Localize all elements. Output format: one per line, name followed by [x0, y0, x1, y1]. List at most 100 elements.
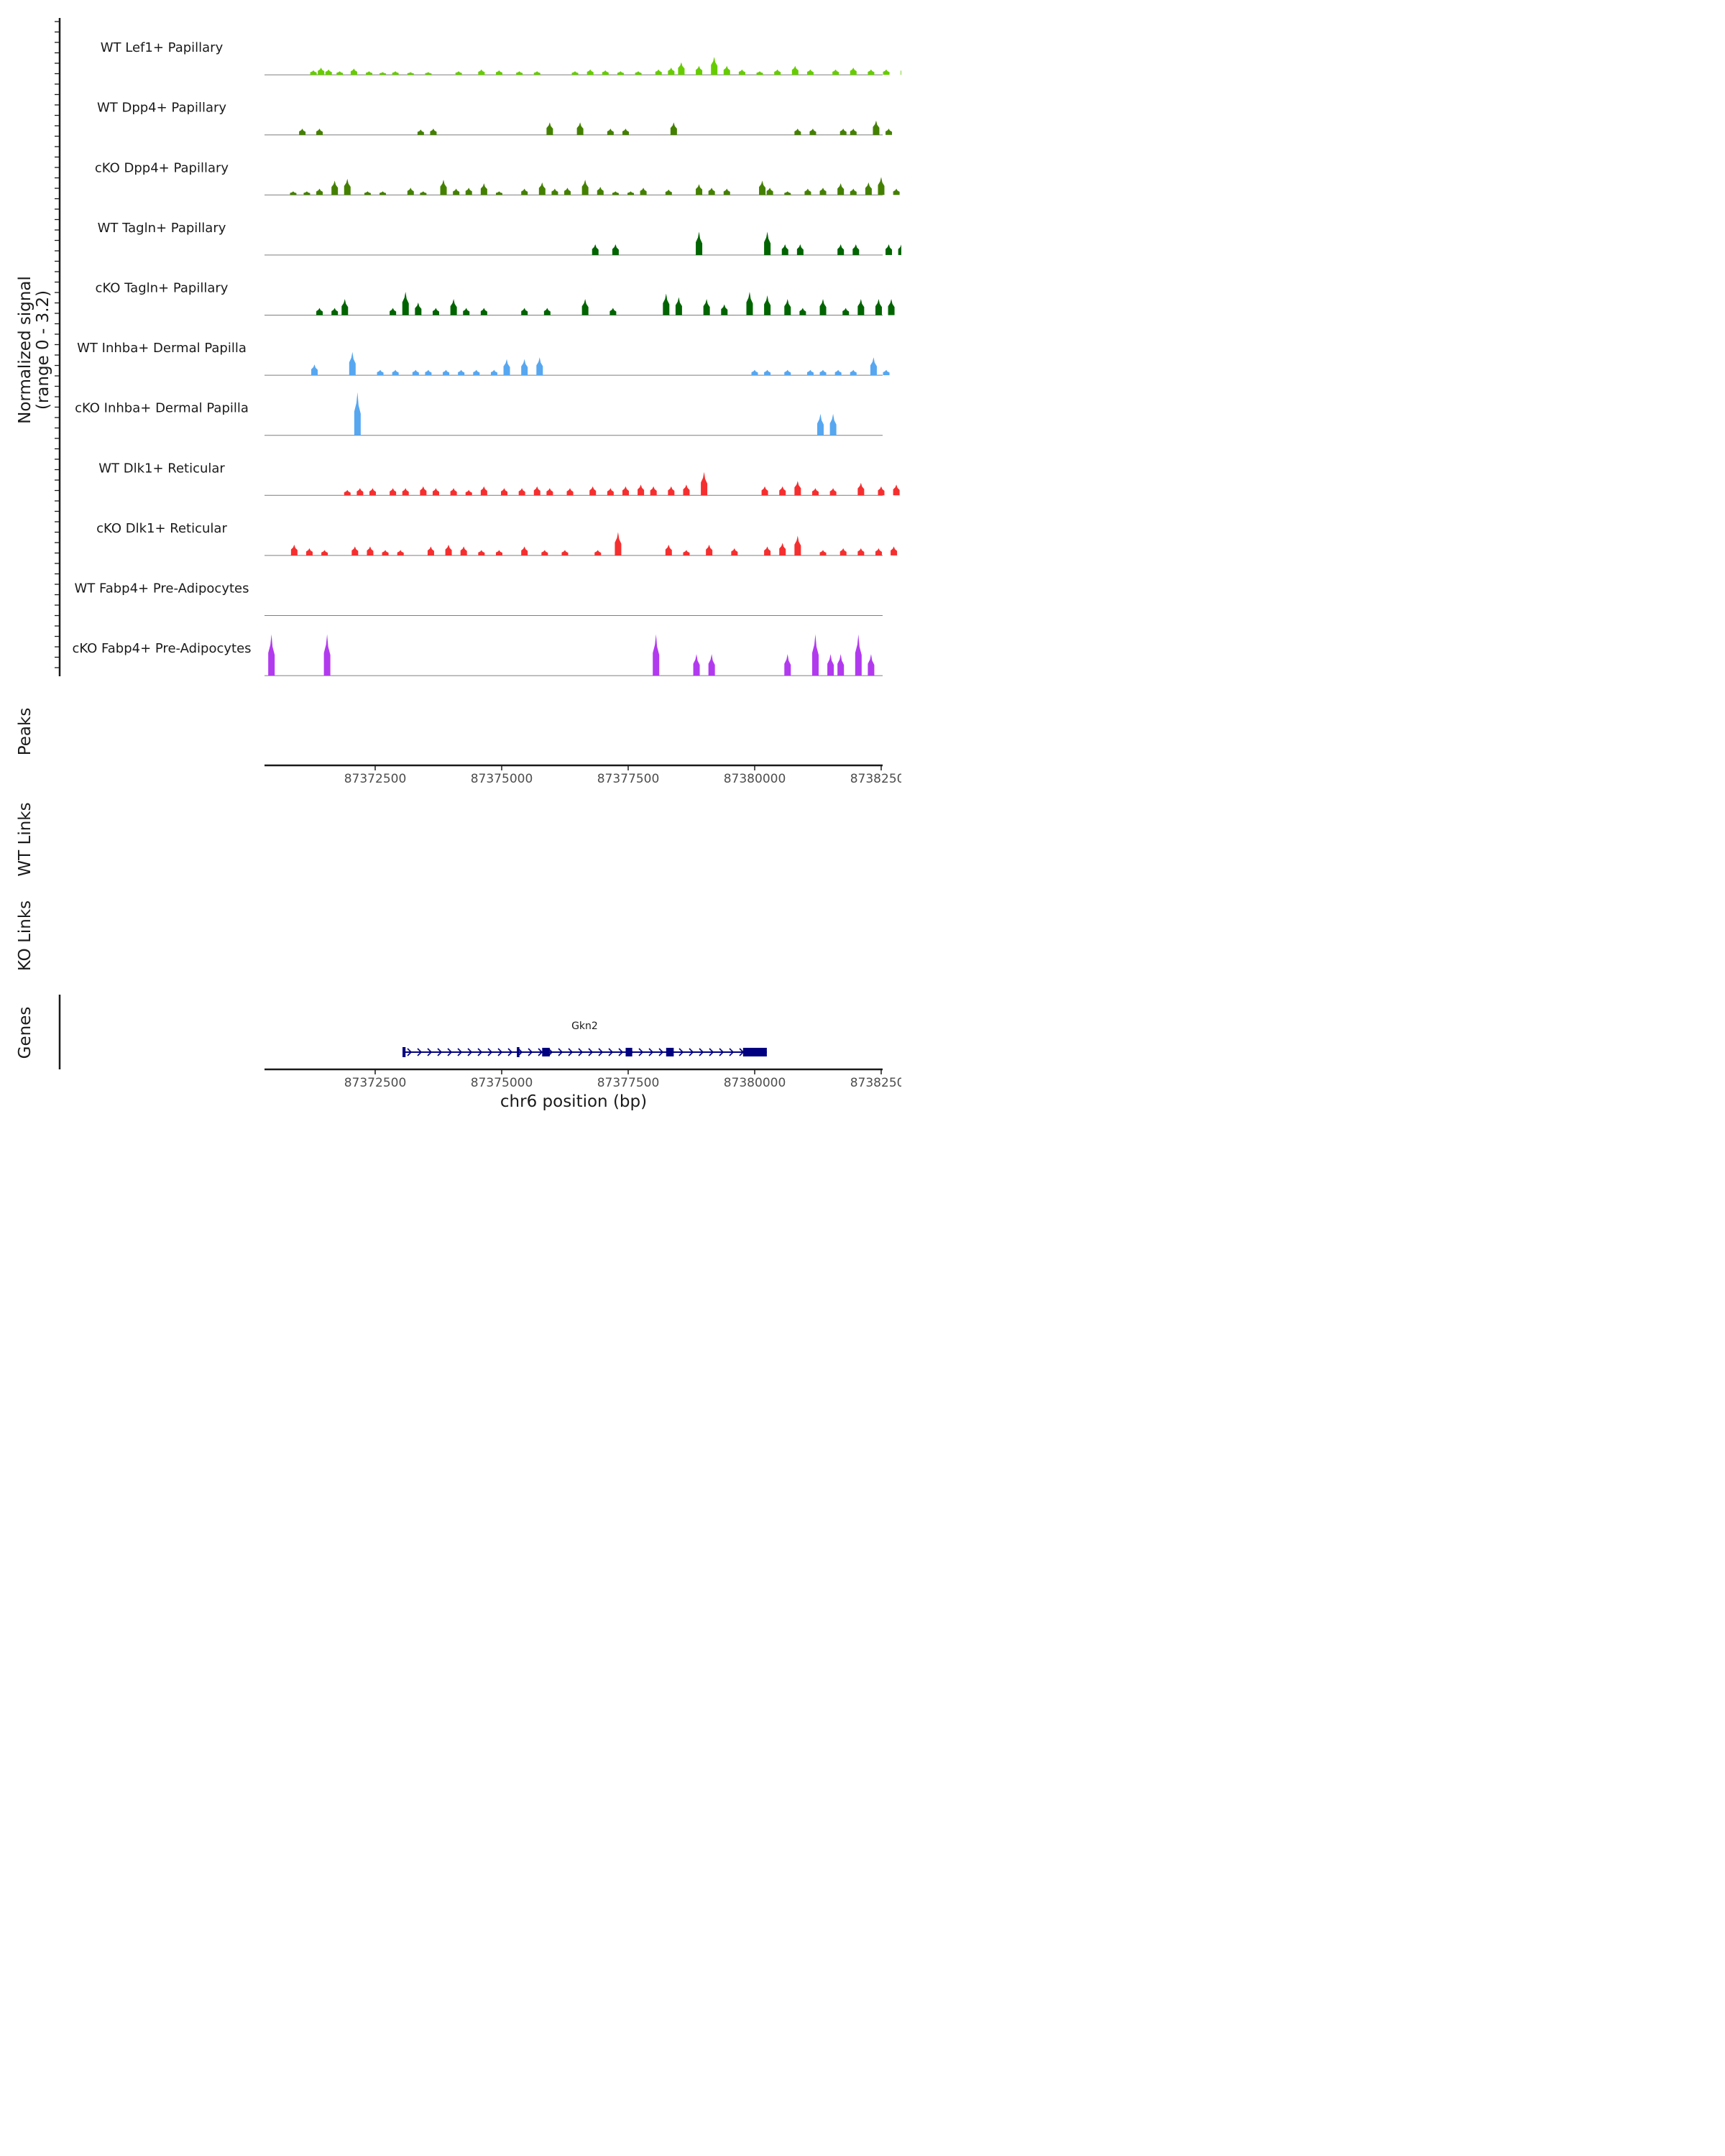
signal-peak — [655, 69, 662, 75]
signal-peak — [417, 129, 424, 135]
ko-links-section-label: KO Links — [16, 900, 34, 971]
signal-peak — [622, 128, 629, 135]
signal-peak — [465, 188, 472, 195]
strand-arrow — [437, 1048, 443, 1056]
signal-peak — [868, 69, 875, 75]
signal-peak — [589, 486, 597, 496]
y-axis-subtitle: (range 0 - 3.2) — [34, 290, 52, 410]
signal-peak — [840, 128, 847, 135]
x-tick-label: 87372500 — [344, 772, 407, 786]
track-label: cKO Dpp4+ Papillary — [95, 160, 229, 175]
signal-peak — [341, 299, 349, 315]
track-label: WT Dlk1+ Reticular — [98, 461, 225, 476]
signal-peak — [430, 128, 437, 135]
signal-peak — [299, 128, 306, 135]
signal-peak — [796, 244, 804, 255]
signal-peak — [622, 486, 629, 496]
signal-peak — [868, 654, 875, 676]
signal-peak — [638, 484, 645, 496]
signal-peak — [888, 299, 895, 315]
signal-peak — [706, 544, 713, 556]
strand-arrow — [467, 1048, 473, 1056]
signal-peak — [310, 70, 317, 75]
signal-peak — [380, 72, 387, 75]
signal-peak — [321, 550, 328, 556]
signal-peak — [390, 308, 397, 315]
gene-label: Gkn2 — [571, 1021, 598, 1032]
x-tick-label: 87375000 — [471, 772, 533, 786]
signal-peak — [855, 634, 862, 676]
track-label: cKO Inhba+ Dermal Papilla — [75, 401, 249, 416]
signal-peak — [834, 369, 842, 376]
signal-peak — [711, 57, 718, 75]
signal-peak — [356, 488, 364, 496]
signal-peak — [402, 488, 409, 496]
track-label: WT Fabp4+ Pre-Adipocytes — [75, 581, 249, 596]
signal-peak — [382, 550, 389, 556]
peaks-x-axis: 87372500 87375000 87377500 87380000 87382500 — [264, 764, 901, 786]
signal-peak — [453, 188, 460, 195]
signal-peak — [480, 183, 487, 195]
signal-peak — [331, 308, 339, 315]
signal-peak — [425, 72, 432, 75]
signal-peak — [837, 183, 845, 195]
signal-peak — [597, 187, 604, 195]
signal-peak — [521, 188, 528, 195]
peaks-section-label: Peaks — [16, 708, 34, 756]
signal-peak — [551, 188, 558, 195]
signal-peak — [878, 486, 885, 496]
signal-peak — [756, 71, 763, 75]
signal-peak — [516, 71, 523, 75]
strand-arrow — [648, 1048, 654, 1056]
signal-peak — [804, 188, 811, 195]
signal-peak — [837, 244, 845, 255]
signal-peak — [809, 128, 816, 135]
signal-peak — [610, 308, 617, 315]
gene-exon — [517, 1047, 520, 1057]
signal-peak — [518, 488, 525, 496]
track: cKO Dpp4+ Papillary — [95, 160, 900, 195]
signal-peak — [746, 292, 753, 315]
signal-peak — [463, 308, 470, 315]
strand-arrow — [578, 1048, 584, 1056]
signal-peak — [893, 188, 900, 195]
signal-peak — [857, 482, 865, 496]
signal-peak — [865, 182, 872, 195]
track-label: WT Tagln+ Papillary — [98, 221, 226, 236]
signal-peak — [781, 244, 788, 255]
signal-peak — [817, 413, 824, 436]
signal-peak — [703, 299, 710, 315]
signal-peak — [432, 308, 439, 315]
strand-arrow — [699, 1048, 704, 1056]
signal-peak — [635, 71, 642, 75]
signal-peak — [566, 488, 574, 496]
strand-arrow — [518, 1048, 523, 1056]
track: cKO Inhba+ Dermal Papilla — [75, 392, 883, 436]
signal-peak — [460, 546, 467, 556]
signal-peak — [819, 299, 827, 315]
signal-peak — [665, 189, 672, 195]
signal-peak — [837, 654, 845, 676]
signal-peak — [402, 292, 409, 315]
signal-peak — [450, 488, 457, 496]
x-tick-label: 87382500 — [850, 772, 901, 786]
x-axis-title: chr6 position (bp) — [500, 1092, 647, 1111]
signal-peak — [351, 546, 359, 556]
track: WT Lef1+ Papillary — [101, 40, 901, 75]
signal-peak — [607, 488, 614, 496]
signal-peak — [675, 297, 682, 315]
strand-arrow — [417, 1048, 423, 1056]
signal-peak — [794, 128, 801, 135]
x-tick-label: 87372500 — [344, 1076, 407, 1090]
signal-peak — [268, 634, 275, 676]
x-tick-label: 87382500 — [850, 1076, 901, 1090]
track-label: WT Lef1+ Papillary — [101, 40, 224, 55]
strand-arrow — [457, 1048, 463, 1056]
coverage-plot: Normalized signal (range 0 - 3.2) WT Lef… — [16, 18, 901, 1111]
signal-peak — [325, 69, 332, 75]
signal-peak — [627, 191, 635, 195]
signal-peak — [380, 191, 387, 195]
signal-peak — [432, 488, 439, 496]
signal-peak — [751, 369, 758, 376]
signal-peak — [407, 72, 414, 75]
